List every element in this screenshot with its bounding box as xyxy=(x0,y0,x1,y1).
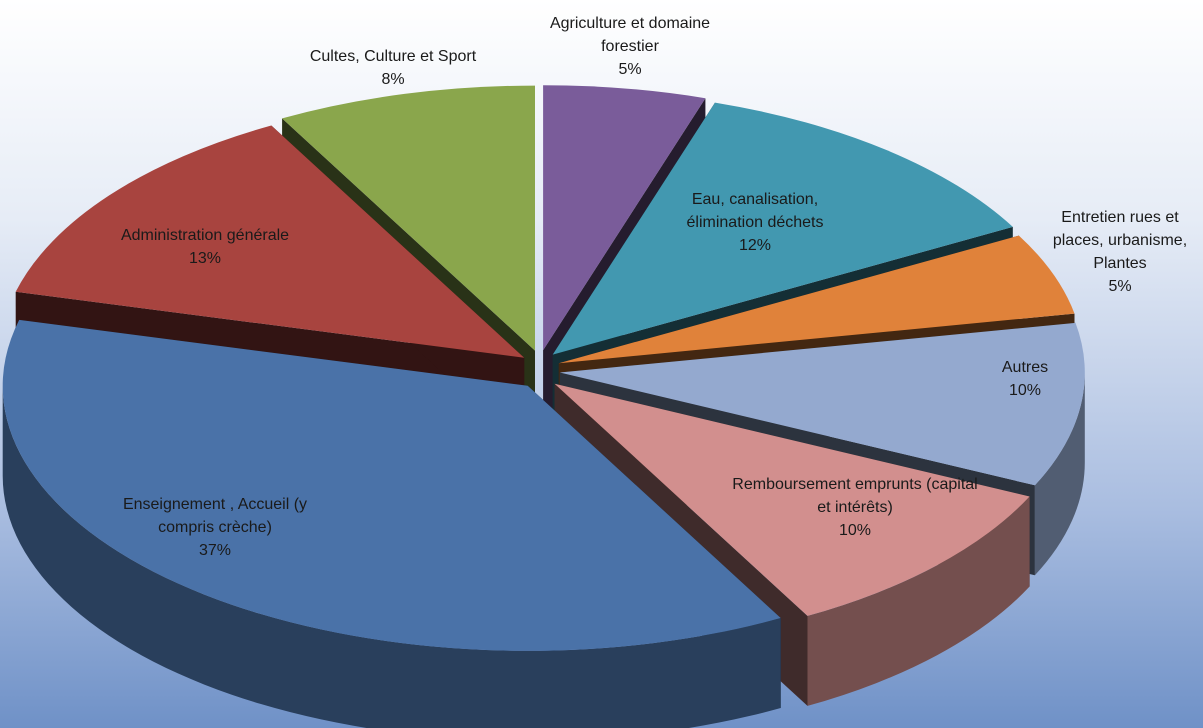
slice-wall xyxy=(807,496,1030,706)
slice-name: Remboursement emprunts (capital et intér… xyxy=(732,476,978,516)
slice-name: Autres xyxy=(1001,359,1049,376)
slice-value: 12% xyxy=(738,237,772,254)
slice xyxy=(559,322,1085,486)
slice-label: Enseignement , Accueil (y compris crèche… xyxy=(95,493,335,562)
slice xyxy=(543,85,706,351)
slice-label: Cultes, Culture et Sport 8% xyxy=(263,45,523,91)
slice-value: 13% xyxy=(188,250,222,267)
slice-label: Eau, canalisation, élimination déchets 12… xyxy=(655,188,855,257)
slice-name: Eau, canalisation, élimination déchets xyxy=(686,191,824,231)
slice-name: Cultes, Culture et Sport xyxy=(309,48,477,65)
slice-value: 10% xyxy=(1008,382,1042,399)
slice xyxy=(2,319,781,651)
slice-label: Remboursement emprunts (capital et intér… xyxy=(725,473,985,542)
slice-label: Administration générale 13% xyxy=(75,224,335,270)
slice xyxy=(552,102,1013,355)
slice xyxy=(554,383,1030,616)
slice-label: Entretien rues et places, urbanisme, Pla… xyxy=(1035,206,1203,298)
slice xyxy=(15,125,525,358)
slice xyxy=(282,85,535,351)
slice-value: 5% xyxy=(1108,278,1132,295)
slice xyxy=(558,235,1075,364)
slice-name: Administration générale xyxy=(120,227,290,244)
slice-label: Agriculture et domaine forestier 5% xyxy=(540,12,720,81)
slice-value: 37% xyxy=(198,542,232,559)
slice-name: Agriculture et domaine forestier xyxy=(549,15,711,55)
slice-value: 5% xyxy=(618,61,642,78)
slice-value: 10% xyxy=(838,522,872,539)
slice-wall xyxy=(1034,372,1085,576)
slice-name: Enseignement , Accueil (y compris crèche… xyxy=(122,496,308,536)
slice-wall xyxy=(2,385,781,728)
slice-label: Autres 10% xyxy=(970,356,1080,402)
slice-name: Entretien rues et places, urbanisme, Pla… xyxy=(1052,209,1188,272)
slice-value: 8% xyxy=(381,71,405,88)
